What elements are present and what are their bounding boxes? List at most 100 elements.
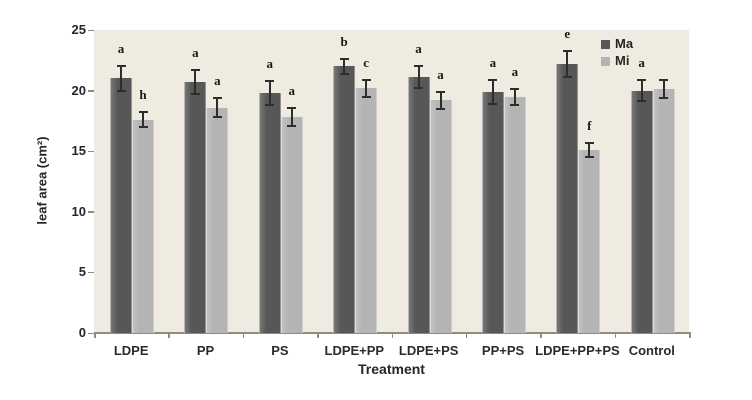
x-tick-mark — [242, 333, 245, 338]
bar-ma-ldpe+pp — [333, 66, 356, 333]
significance-letter: a — [288, 83, 296, 99]
error-bar — [216, 98, 219, 117]
x-tick-mark — [614, 333, 617, 338]
error-bar-cap-top — [339, 58, 349, 61]
category-label: LDPE — [113, 343, 149, 358]
bar-ma-pp — [184, 82, 207, 333]
category-label: LDPE+PS — [398, 343, 459, 358]
legend-item-ma: Ma — [601, 37, 633, 51]
bar-ma-ldpe — [110, 78, 132, 333]
significance-letter: b — [340, 34, 348, 50]
bar-mi-pp — [206, 107, 229, 333]
error-bar — [290, 108, 293, 127]
error-bar — [513, 88, 516, 105]
significance-letter: a — [214, 73, 221, 89]
x-tick-mark — [391, 333, 393, 338]
legend: Ma Mi — [601, 37, 633, 68]
error-bar-cap-top — [190, 68, 200, 71]
bar-ma-ps — [258, 93, 281, 333]
error-bar — [588, 142, 591, 158]
error-bar-cap-top — [212, 97, 222, 100]
error-bar-cap-bottom — [659, 97, 669, 100]
category-label: PP+PS — [481, 343, 525, 358]
error-bar — [268, 80, 271, 106]
legend-swatch-mi — [601, 56, 610, 66]
error-bar — [662, 80, 665, 99]
significance-letter: a — [117, 41, 125, 57]
bar-mi-pp+ps — [503, 96, 526, 333]
significance-letter: a — [437, 66, 444, 82]
error-bar-cap-top — [637, 79, 647, 82]
significance-letter: c — [363, 54, 370, 70]
error-bar — [417, 66, 420, 89]
error-bar-cap-top — [116, 65, 126, 68]
bar-mi-ldpe+ps — [429, 100, 452, 333]
y-tick-mark — [88, 90, 94, 92]
error-bar-cap-bottom — [265, 104, 275, 107]
y-axis-title: leaf area (cm²) — [34, 135, 50, 225]
y-tick-mark — [88, 150, 94, 153]
y-tick-label: 15 — [71, 143, 86, 159]
legend-label: Ma — [615, 36, 634, 51]
x-tick-mark — [317, 333, 319, 338]
y-tick-label: 10 — [71, 203, 86, 219]
x-tick-mark — [540, 333, 542, 338]
error-bar-cap-top — [488, 78, 498, 81]
y-tick-mark — [88, 332, 94, 334]
error-bar-cap-top — [287, 107, 297, 110]
bar-mi-ldpe+pp — [355, 88, 378, 333]
error-bar-cap-top — [659, 79, 669, 82]
bar-mi-ps — [280, 117, 303, 333]
category-label: PP — [196, 343, 215, 358]
significance-letter: a — [192, 44, 199, 60]
error-bar — [194, 69, 197, 95]
error-bar — [491, 79, 494, 104]
error-bar — [120, 66, 122, 91]
error-bar-cap-bottom — [339, 72, 349, 75]
error-bar-cap-bottom — [287, 125, 297, 128]
category-label: LDPE+PP — [324, 343, 385, 358]
significance-letter: a — [415, 41, 422, 57]
y-tick-label: 5 — [78, 264, 86, 280]
bar-ma-ldpe+pp+ps — [556, 63, 579, 333]
error-bar-cap-top — [510, 87, 520, 90]
error-bar-cap-bottom — [584, 156, 594, 159]
error-bar-cap-bottom — [212, 115, 222, 118]
y-tick-label: 20 — [71, 82, 86, 98]
error-bar-cap-top — [436, 90, 445, 93]
legend-swatch-ma — [601, 39, 610, 49]
significance-letter: a — [266, 55, 274, 71]
category-label: LDPE+PP+PS — [535, 343, 620, 358]
error-bar — [439, 91, 442, 109]
error-bar-cap-bottom — [488, 102, 498, 105]
error-bar — [343, 59, 346, 74]
bar-ma-ldpe+ps — [407, 77, 430, 333]
error-bar-cap-bottom — [361, 95, 371, 98]
error-bar — [365, 79, 368, 97]
x-tick-mark — [465, 333, 468, 338]
y-tick-mark — [88, 29, 94, 31]
x-tick-mark — [168, 333, 170, 338]
error-bar-cap-bottom — [637, 99, 647, 102]
error-bar-cap-top — [584, 141, 594, 144]
error-bar-cap-bottom — [138, 125, 148, 128]
significance-letter: f — [587, 117, 592, 133]
error-bar-cap-bottom — [562, 76, 572, 79]
error-bar-cap-top — [414, 65, 423, 68]
bar-ma-pp+ps — [481, 91, 504, 333]
x-tick-mark — [689, 333, 691, 338]
bar-mi-control — [652, 89, 675, 333]
error-bar-cap-top — [361, 78, 371, 81]
x-axis-title: Treatment — [358, 361, 425, 377]
error-bar-cap-bottom — [190, 93, 200, 96]
error-bar-cap-bottom — [116, 89, 126, 92]
y-tick-label: 25 — [71, 22, 86, 37]
legend-label: Mi — [615, 53, 630, 68]
error-bar-cap-top — [265, 79, 275, 82]
significance-letter: a — [511, 63, 519, 79]
error-bar-cap-top — [562, 49, 572, 52]
category-label: Control — [628, 343, 675, 358]
bar-mi-ldpe+pp+ps — [578, 149, 601, 333]
y-tick-mark — [88, 271, 94, 274]
category-label: PS — [271, 343, 289, 358]
